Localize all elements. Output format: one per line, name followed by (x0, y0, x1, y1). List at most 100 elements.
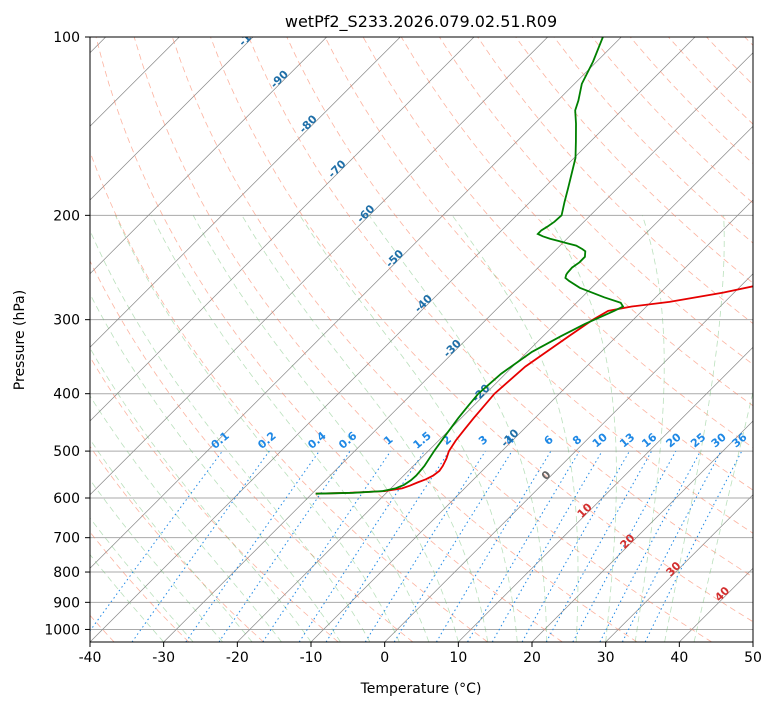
y-tick-label: 800 (53, 565, 80, 581)
mixing-ratio-label: 0.4 (305, 429, 329, 452)
isotherm (752, 641, 753, 642)
isotherm-label: -80 (297, 112, 320, 135)
moist-adiabat (90, 438, 253, 642)
moist-adiabat (151, 215, 430, 642)
mixing-ratio-line (521, 450, 630, 642)
moist-adiabat (693, 390, 753, 642)
y-tick-label: 400 (53, 387, 80, 403)
moist-adiabat (90, 479, 223, 642)
mixing-ratio-label: 1 (381, 433, 395, 448)
mixing-ratio-label: 0.2 (255, 429, 278, 451)
mixing-ratio-line (393, 450, 513, 642)
isotherm (163, 52, 753, 642)
y-tick-label: 300 (53, 313, 80, 329)
mixing-ratio-line (90, 450, 223, 632)
dry-adiabat (706, 37, 753, 86)
moist-adiabat (90, 347, 312, 642)
mixing-ratio-label: 13 (617, 431, 637, 451)
mixing-ratio-line (435, 450, 552, 642)
dewpoint-trace (315, 37, 625, 495)
isotherm (90, 37, 401, 348)
dry-adiabat (210, 37, 753, 623)
y-tick-label: 1000 (44, 622, 80, 638)
moist-adiabat (90, 517, 194, 642)
dry-adiabat (744, 37, 753, 46)
mixing-ratio-label: 10 (590, 430, 610, 450)
isotherm (90, 37, 327, 275)
isotherm (90, 37, 475, 422)
mixing-ratio-line (644, 450, 743, 642)
mixing-ratio-label: 8 (570, 433, 584, 448)
x-tick-label: 40 (670, 650, 688, 666)
isotherm (310, 199, 753, 642)
isotherm (605, 494, 753, 642)
mixing-ratio-line (262, 450, 392, 642)
dry-adiabat (553, 37, 753, 244)
y-tick-label: 900 (53, 595, 80, 611)
isotherm (531, 420, 753, 642)
y-axis-label: Pressure (hPa) (12, 290, 28, 390)
sounding-traces (315, 37, 753, 495)
isotherm (90, 37, 622, 569)
x-tick-label: -10 (300, 650, 323, 666)
y-tick-label: 600 (53, 491, 80, 507)
isotherm (679, 567, 753, 642)
mixing-ratio-label: 0.6 (336, 429, 360, 452)
isotherm (90, 37, 696, 642)
moist-adiabat (115, 215, 400, 642)
isotherm-label: -10 (498, 426, 521, 449)
mixing-ratio-line (298, 450, 425, 642)
mixing-ratio-label: 25 (688, 430, 708, 450)
mixing-ratio-line (218, 450, 351, 642)
mixing-ratio-line (185, 450, 320, 642)
moist-adiabat (90, 553, 164, 642)
mixing-ratio-label: 16 (639, 430, 659, 450)
moist-adiabat (299, 215, 518, 642)
moist-adiabat (90, 395, 282, 642)
dry-adiabat (248, 37, 753, 578)
mixing-ratio-line (599, 450, 701, 642)
background-lines (90, 37, 753, 642)
dry-adiabat (171, 37, 712, 642)
mixing-ratio-label: 6 (542, 433, 556, 448)
plot-frame (89, 36, 754, 643)
y-tick-label: 700 (53, 531, 80, 547)
dry-adiabat (90, 150, 488, 642)
isotherm-label: 30 (664, 559, 684, 579)
dry-adiabat (133, 37, 638, 642)
x-tick-label: -20 (226, 650, 249, 666)
isotherm-label: -70 (325, 157, 348, 180)
dry-adiabat (90, 445, 264, 642)
y-tick-label: 100 (53, 30, 80, 46)
x-tick-label: -40 (79, 650, 102, 666)
mixing-ratio-line (364, 450, 486, 642)
y-axis: 100 200 300 400 500 600 700 800 900 1000 (44, 30, 90, 638)
moist-adiabat (90, 293, 341, 642)
isotherm (384, 273, 753, 642)
isotherm-label: -50 (383, 247, 406, 270)
dry-adiabat (591, 37, 753, 204)
moist-adiabat (90, 229, 371, 642)
isotherm-label: -100 (236, 20, 265, 49)
dry-adiabat (324, 37, 753, 491)
x-tick-label: 0 (380, 650, 389, 666)
mixing-ratio-line (467, 450, 580, 642)
moist-adiabat (546, 215, 617, 642)
isotherm-label: 20 (618, 531, 638, 551)
x-axis: -40 -30 -20 -10 0 10 20 30 40 50 (79, 642, 762, 666)
x-tick-label: 30 (597, 650, 615, 666)
dry-adiabat (90, 260, 414, 642)
isotherm-label: -30 (441, 337, 464, 360)
temperature-trace (315, 285, 753, 495)
x-tick-label: 10 (449, 650, 467, 666)
x-tick-label: 20 (523, 650, 541, 666)
isotherm-label: 40 (712, 584, 732, 604)
dry-adiabat (90, 531, 190, 642)
isotherm-label: -40 (412, 292, 435, 315)
y-tick-label: 500 (53, 444, 80, 460)
x-tick-label: -30 (152, 650, 175, 666)
isotherm-label: 10 (575, 500, 595, 520)
isotherm (237, 125, 753, 642)
mixing-ratio-label: 30 (709, 430, 729, 450)
chart-title: wetPf2_S233.2026.079.02.51.R09 (285, 12, 557, 32)
